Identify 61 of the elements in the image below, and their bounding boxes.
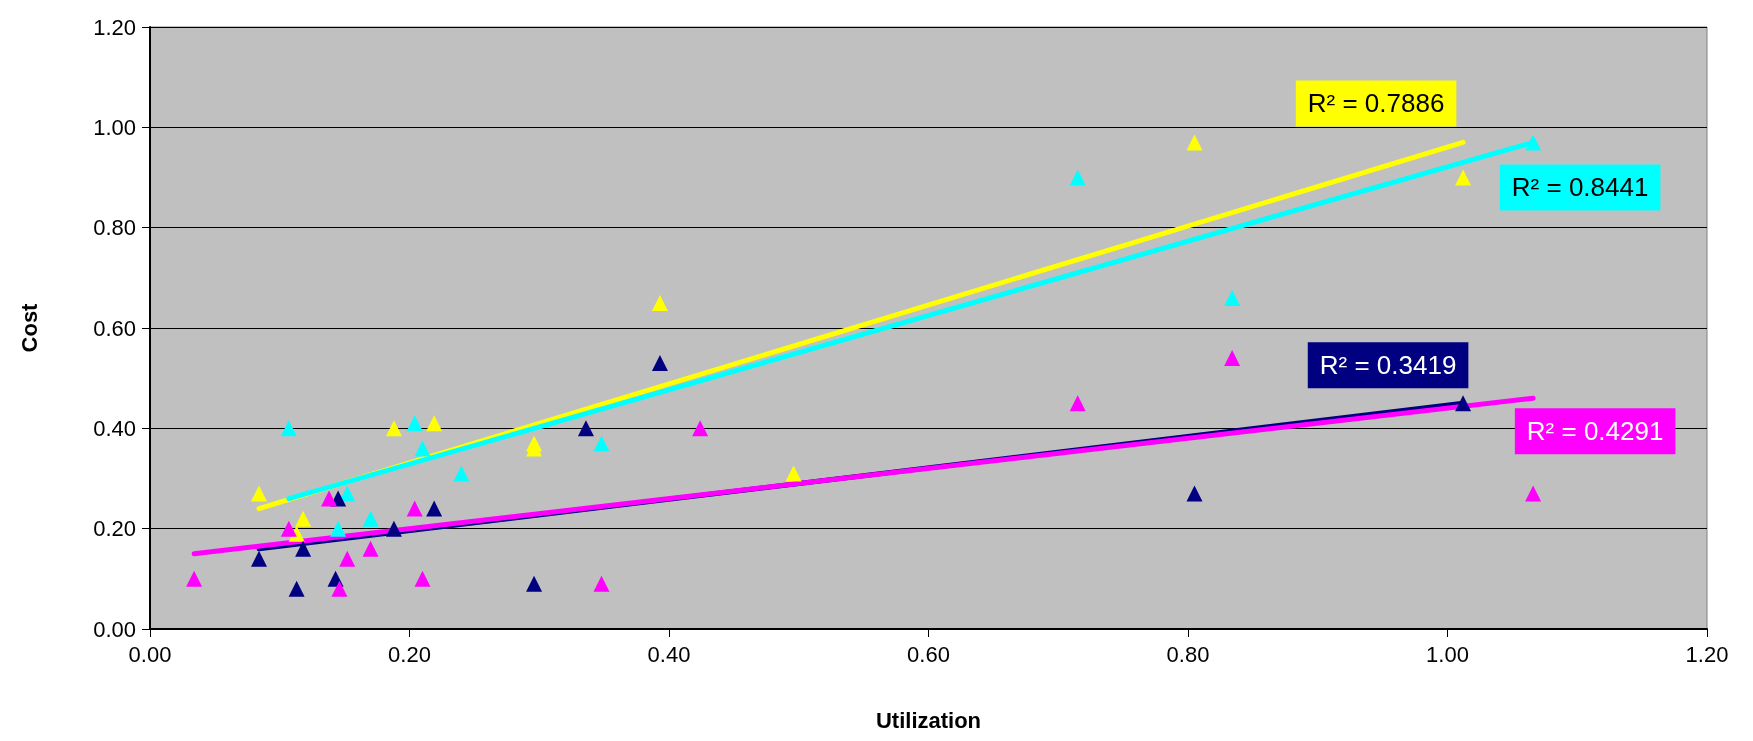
x-tick-label: 0.80 (1166, 641, 1210, 667)
x-tick-label: 0.20 (388, 641, 431, 667)
y-tick-label: 0.80 (93, 215, 136, 241)
x-tick-label: 1.00 (1426, 641, 1469, 667)
annotation: R² = 0.7886 (1307, 88, 1445, 119)
point (785, 465, 802, 482)
annotation: R² = 0.8441 (1511, 172, 1649, 203)
point (426, 415, 443, 432)
y-tick-label: 0.20 (93, 516, 136, 542)
point (1525, 485, 1542, 502)
point (295, 540, 312, 557)
point (406, 500, 423, 517)
point (593, 435, 610, 452)
point (577, 420, 594, 437)
point (1069, 169, 1086, 186)
point (280, 520, 297, 537)
y-tick-label: 1.20 (93, 14, 136, 40)
point (1455, 169, 1472, 186)
y-tick-label: 0.40 (93, 415, 136, 441)
point (692, 420, 709, 437)
point (295, 510, 312, 527)
point (593, 575, 610, 592)
point (1069, 395, 1086, 412)
y-tick-label: 0.60 (93, 315, 136, 341)
point (385, 420, 402, 437)
point (330, 520, 347, 537)
x-tick-label: 0.60 (907, 641, 950, 667)
x-tick-label: 0.40 (647, 641, 691, 667)
y-axis-title: Cost (16, 302, 42, 353)
point (453, 465, 470, 482)
point (250, 550, 267, 567)
point (321, 490, 338, 507)
annotation: R² = 0.4291 (1526, 416, 1664, 447)
annotation: R² = 0.3419 (1319, 350, 1457, 381)
point (1525, 134, 1542, 151)
point (1224, 289, 1241, 306)
point (414, 440, 431, 457)
x-tick-label: 0.00 (128, 641, 172, 667)
point (288, 580, 305, 597)
point (414, 570, 431, 587)
point (1186, 134, 1203, 151)
point (250, 485, 267, 502)
y-tick-label: 1.00 (93, 114, 136, 140)
x-tick-label: 1.20 (1685, 641, 1729, 667)
point (339, 550, 356, 567)
point (526, 575, 543, 592)
point (280, 420, 297, 437)
y-tick-label: 0.00 (93, 616, 136, 642)
point (186, 570, 203, 587)
x-axis-title: Utilization (875, 707, 982, 733)
point (362, 510, 379, 527)
point (331, 580, 348, 597)
point (362, 540, 379, 557)
point (385, 520, 402, 537)
point (1455, 395, 1472, 412)
point (651, 294, 668, 311)
point (426, 500, 443, 517)
point (1186, 485, 1203, 502)
point (1224, 350, 1241, 367)
point (651, 355, 668, 372)
point (406, 415, 423, 432)
